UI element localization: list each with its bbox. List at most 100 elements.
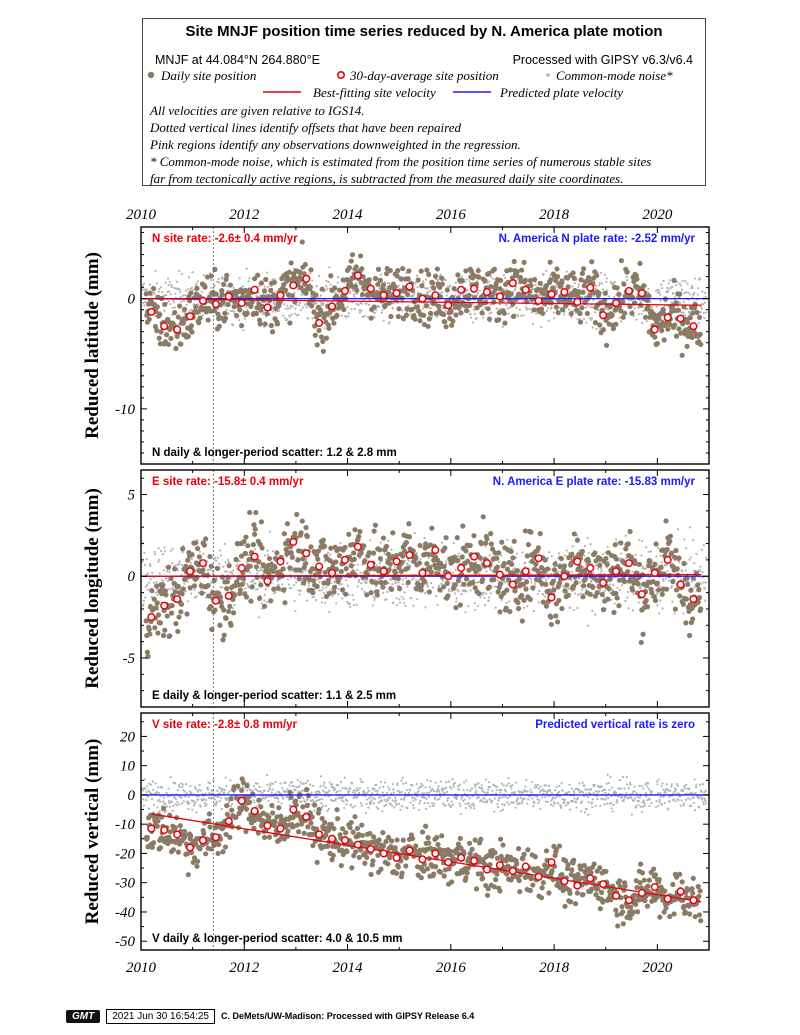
cmn-point bbox=[476, 604, 480, 608]
cmn-point bbox=[350, 803, 353, 806]
daily-point bbox=[557, 563, 563, 570]
cmn-point bbox=[570, 316, 573, 319]
daily-point bbox=[492, 550, 498, 556]
cmn-point bbox=[186, 600, 190, 603]
cmn-point bbox=[273, 303, 276, 306]
daily-point bbox=[450, 318, 456, 324]
cmn-point bbox=[311, 279, 314, 282]
daily-point bbox=[299, 239, 305, 245]
cmn-point bbox=[686, 282, 689, 285]
cmn-point bbox=[465, 590, 468, 593]
daily-point bbox=[515, 605, 522, 612]
daily-point bbox=[548, 277, 554, 283]
cmn-point bbox=[205, 803, 208, 806]
cmn-point bbox=[552, 311, 555, 314]
daily-point bbox=[594, 272, 600, 279]
cmn-point bbox=[606, 546, 609, 549]
daily-point bbox=[555, 273, 561, 280]
daily-point bbox=[535, 545, 541, 551]
cmn-point bbox=[190, 308, 193, 311]
cmn-point bbox=[572, 609, 575, 612]
daily-point bbox=[249, 299, 255, 305]
cmn-point bbox=[339, 789, 342, 792]
cmn-point bbox=[599, 328, 602, 331]
avg30-point bbox=[495, 570, 504, 579]
daily-point bbox=[406, 534, 413, 540]
avg30-point bbox=[444, 301, 453, 310]
daily-point bbox=[568, 311, 574, 317]
cmn-point bbox=[277, 797, 280, 800]
cmn-point bbox=[297, 313, 300, 316]
cmn-point bbox=[625, 556, 628, 560]
plot-area-E bbox=[141, 509, 709, 660]
cmn-point bbox=[467, 605, 470, 608]
cmn-point bbox=[328, 781, 331, 784]
cmn-point bbox=[324, 804, 328, 807]
cmn-point bbox=[157, 786, 160, 789]
cmn-point bbox=[206, 786, 209, 789]
cmn-point bbox=[183, 311, 186, 314]
avg30-point bbox=[444, 572, 453, 581]
cmn-point bbox=[500, 554, 503, 557]
cmn-point bbox=[167, 787, 170, 790]
cmn-point bbox=[381, 309, 384, 312]
daily-point bbox=[642, 314, 649, 320]
daily-point bbox=[196, 554, 203, 560]
cmn-point bbox=[169, 549, 172, 552]
daily-point bbox=[289, 293, 295, 299]
daily-point bbox=[377, 556, 383, 562]
cmn-point bbox=[260, 602, 264, 605]
avg30-point bbox=[211, 596, 220, 605]
daily-point bbox=[383, 543, 390, 549]
daily-point bbox=[681, 560, 687, 567]
daily-point bbox=[253, 509, 259, 516]
legend-avg30-marker bbox=[337, 71, 346, 80]
cmn-point bbox=[248, 571, 251, 574]
daily-point bbox=[380, 584, 386, 590]
cmn-point bbox=[290, 313, 293, 316]
avg30-point bbox=[586, 564, 595, 573]
cmn-point bbox=[320, 589, 323, 592]
daily-point bbox=[607, 576, 613, 582]
legend-avg30-label: 30-day-average site position bbox=[350, 68, 499, 83]
cmn-point bbox=[187, 276, 191, 279]
daily-point bbox=[667, 538, 673, 544]
y-tick-label: -5 bbox=[123, 651, 136, 667]
cmn-point bbox=[242, 329, 245, 332]
cmn-point bbox=[172, 301, 176, 304]
daily-point bbox=[527, 277, 533, 284]
cmn-point bbox=[647, 287, 650, 290]
daily-point bbox=[673, 587, 680, 593]
legend-cmn-marker bbox=[546, 73, 550, 77]
daily-point bbox=[646, 293, 652, 299]
cmn-point bbox=[173, 306, 177, 309]
daily-point bbox=[496, 550, 502, 556]
daily-point bbox=[326, 310, 333, 316]
cmn-point bbox=[321, 797, 324, 801]
cmn-point bbox=[483, 596, 486, 600]
cmn-point bbox=[266, 553, 270, 556]
daily-point bbox=[303, 290, 309, 296]
daily-point bbox=[607, 304, 613, 310]
daily-point bbox=[320, 338, 326, 345]
cmn-point bbox=[241, 285, 244, 288]
daily-point bbox=[224, 585, 230, 592]
daily-point bbox=[454, 535, 460, 541]
cmn-point bbox=[229, 779, 232, 782]
daily-point bbox=[641, 283, 647, 289]
cmn-point bbox=[613, 295, 616, 299]
cmn-point bbox=[705, 556, 708, 559]
daily-point bbox=[354, 287, 360, 294]
cmn-point bbox=[278, 791, 281, 794]
daily-point bbox=[654, 340, 660, 347]
daily-point bbox=[510, 555, 516, 561]
cmn-point bbox=[702, 581, 705, 584]
cmn-point bbox=[406, 585, 409, 588]
daily-point bbox=[252, 531, 258, 537]
cmn-point bbox=[208, 782, 211, 785]
daily-point bbox=[432, 273, 439, 279]
cmn-point bbox=[591, 609, 594, 612]
daily-point bbox=[467, 542, 473, 549]
cmn-point bbox=[548, 551, 551, 554]
avg30-points-E bbox=[147, 537, 698, 622]
